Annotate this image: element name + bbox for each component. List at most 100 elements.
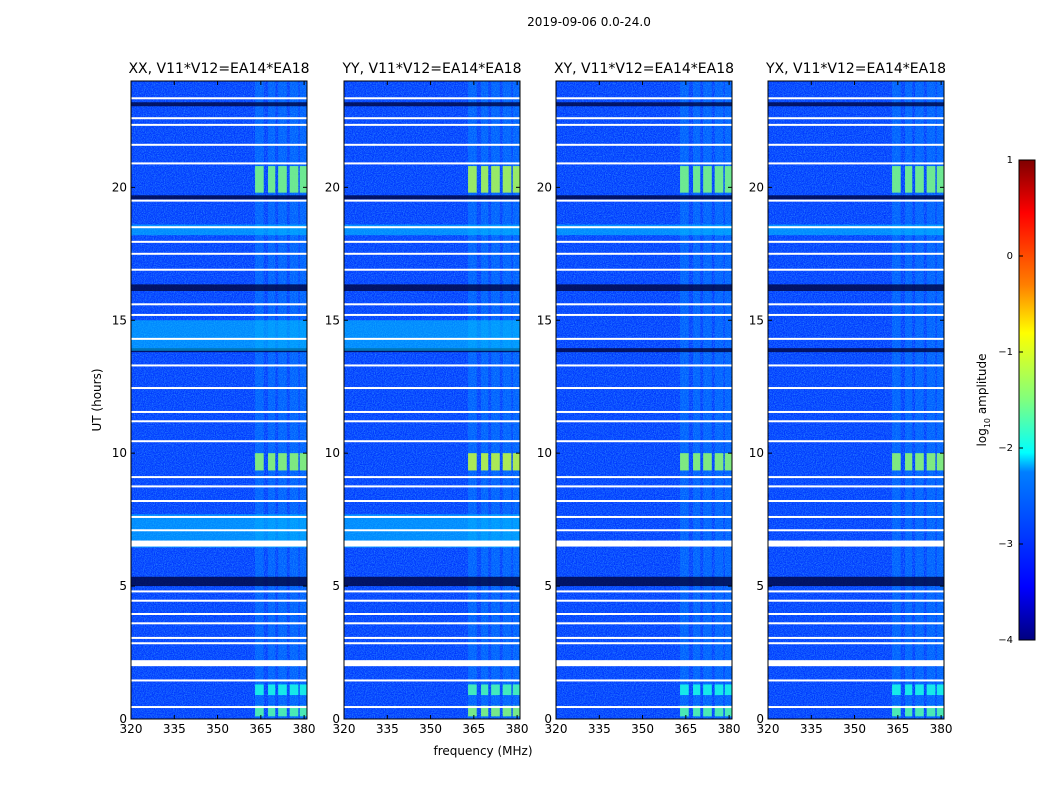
flagged-gap	[344, 387, 520, 390]
colorbar-tick-label: 0	[1007, 251, 1013, 262]
flagged-gap	[768, 313, 944, 316]
y-tick-label: 5	[544, 579, 552, 593]
flagged-gap	[344, 440, 520, 443]
flagged-gap	[556, 364, 732, 367]
flagged-gap	[556, 440, 732, 443]
low-amplitude-band	[768, 348, 944, 353]
flagged-gap	[344, 622, 520, 625]
x-tick-label: 335	[163, 722, 186, 736]
rfi-burst	[892, 453, 901, 471]
rfi-burst	[289, 684, 299, 696]
flagged-gap	[131, 679, 307, 682]
y-tick-label: 10	[325, 446, 340, 460]
y-tick-label: 10	[537, 446, 552, 460]
flagged-gap	[344, 612, 520, 615]
flagged-gap	[768, 143, 944, 146]
rfi-burst	[512, 453, 520, 471]
rfi-burst	[255, 684, 264, 696]
elevated-time-band	[344, 320, 520, 351]
flagged-gap	[556, 123, 732, 126]
flagged-gap	[768, 599, 944, 602]
heatmap-noise	[556, 81, 732, 719]
flagged-gap	[768, 303, 944, 306]
low-amplitude-band	[344, 576, 520, 587]
low-amplitude-band	[344, 102, 520, 107]
heatmap-panel-0: XX, V11*V12=EA14*EA18 320 335 350 365 380 0 5 10…	[112, 61, 316, 736]
rfi-burst	[255, 453, 264, 471]
flagged-gap	[768, 252, 944, 255]
flagged-gap	[768, 500, 944, 503]
rfi-burst	[468, 166, 477, 193]
x-tick-label: 380	[930, 722, 953, 736]
flagged-gap	[556, 476, 732, 479]
y-tick-label: 0	[756, 712, 764, 726]
y-tick-label: 5	[332, 579, 340, 593]
rfi-frequency-band	[289, 81, 299, 719]
rfi-burst	[905, 166, 913, 193]
rfi-frequency-band	[703, 81, 712, 719]
x-tick-label: 320	[333, 722, 356, 736]
flagged-gap	[556, 515, 732, 518]
flagged-gap	[556, 240, 732, 243]
rfi-burst	[905, 684, 913, 696]
y-tick-label: 0	[544, 712, 552, 726]
elevated-time-band	[556, 224, 732, 236]
rfi-burst	[680, 705, 689, 717]
rfi-burst	[936, 166, 944, 193]
heatmap-noise	[768, 81, 944, 719]
rfi-burst	[714, 684, 724, 696]
flagged-gap-wide	[344, 540, 520, 547]
y-tick-label: 5	[756, 579, 764, 593]
rfi-burst	[926, 684, 936, 696]
low-amplitude-band	[556, 195, 732, 200]
x-tick-label: 380	[293, 722, 316, 736]
rfi-burst	[892, 684, 901, 696]
colorbar-gradient	[1018, 159, 1036, 641]
rfi-frequency-band	[892, 81, 901, 719]
x-tick-label: 335	[376, 722, 399, 736]
low-amplitude-band	[131, 102, 307, 107]
rfi-burst	[680, 166, 689, 193]
flagged-gap	[556, 590, 732, 593]
rfi-burst	[724, 453, 732, 471]
flagged-gap	[344, 364, 520, 367]
y-tick-label: 20	[112, 180, 127, 194]
rfi-burst	[693, 705, 701, 717]
rfi-frequency-band	[299, 81, 307, 719]
rfi-burst	[693, 453, 701, 471]
panel-title: YX, V11*V12=EA14*EA18	[765, 61, 946, 77]
flagged-gap	[131, 529, 307, 532]
y-tick-label: 10	[749, 446, 764, 460]
rfi-burst	[512, 684, 520, 696]
rfi-burst	[481, 166, 489, 193]
low-amplitude-band	[344, 284, 520, 292]
flagged-gap	[556, 485, 732, 488]
flagged-gap	[556, 117, 732, 120]
flagged-gap	[556, 622, 732, 625]
flagged-gap	[131, 410, 307, 413]
flagged-gap	[344, 706, 520, 709]
low-amplitude-band	[768, 576, 944, 587]
colorbar-tick-label: −2	[998, 443, 1013, 454]
rfi-burst	[703, 705, 712, 717]
colorbar-tick-label: −4	[998, 635, 1013, 646]
rfi-burst	[481, 705, 489, 717]
flagged-gap	[344, 500, 520, 503]
flagged-gap	[768, 240, 944, 243]
low-amplitude-band	[344, 195, 520, 200]
flagged-gap	[131, 599, 307, 602]
x-tick-label: 350	[843, 722, 866, 736]
flagged-gap	[344, 313, 520, 316]
flagged-gap	[344, 226, 520, 229]
flagged-gap	[768, 337, 944, 340]
colorbar-tick-label: 1	[1007, 155, 1013, 166]
rfi-burst	[915, 705, 924, 717]
flagged-gap	[344, 599, 520, 602]
heatmap-panel-1: YY, V11*V12=EA14*EA18 320 335 350 365 380 0 5 10…	[325, 61, 529, 736]
flagged-gap	[556, 387, 732, 390]
rfi-burst	[278, 453, 287, 471]
rfi-burst	[936, 453, 944, 471]
flagged-gap	[556, 420, 732, 423]
rfi-frequency-band	[481, 81, 489, 719]
flagged-gap-wide	[131, 540, 307, 547]
